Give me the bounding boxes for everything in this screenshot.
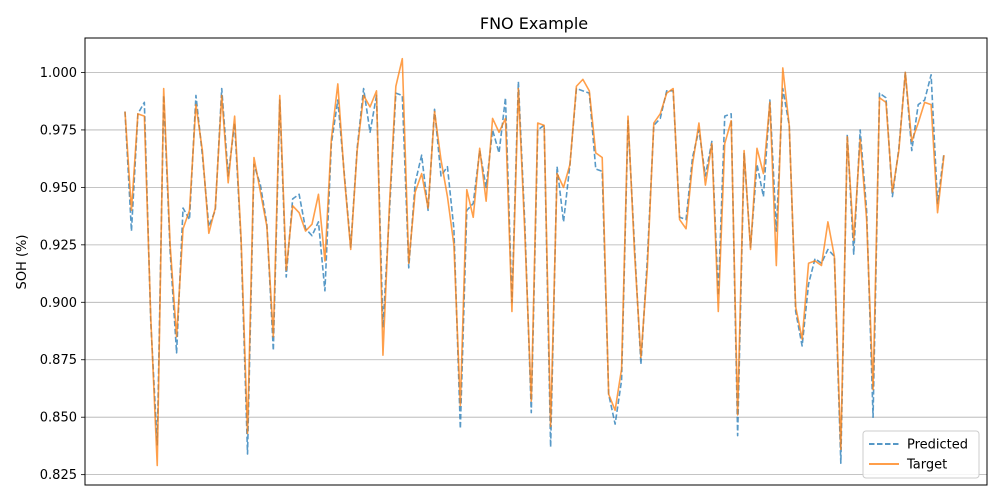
series-line-target xyxy=(124,57,945,467)
legend-label-target: Target xyxy=(906,458,947,473)
y-axis: 0.825 0.850 0.875 0.900 0.925 0.950 0.975 1.000 xyxy=(40,66,85,483)
legend-box xyxy=(862,430,980,479)
chart-title: FNO Example xyxy=(480,14,588,33)
y-tick-label: 0.875 xyxy=(40,353,77,368)
y-tick-label: 0.925 xyxy=(40,238,77,253)
plot-frame xyxy=(84,37,988,486)
y-tick-label: 0.900 xyxy=(40,296,77,311)
legend: Predicted Target xyxy=(862,430,980,479)
y-tick-label: 0.825 xyxy=(40,468,77,483)
y-tick-label: 0.950 xyxy=(40,181,77,196)
legend-label-predicted: Predicted xyxy=(907,438,968,453)
y-tick-label: 0.850 xyxy=(40,411,77,426)
y-tick-label: 1.000 xyxy=(40,66,77,81)
y-axis-label: SOH (%) xyxy=(15,235,30,290)
series-lines xyxy=(124,57,945,467)
y-tick-label: 0.975 xyxy=(40,123,77,138)
